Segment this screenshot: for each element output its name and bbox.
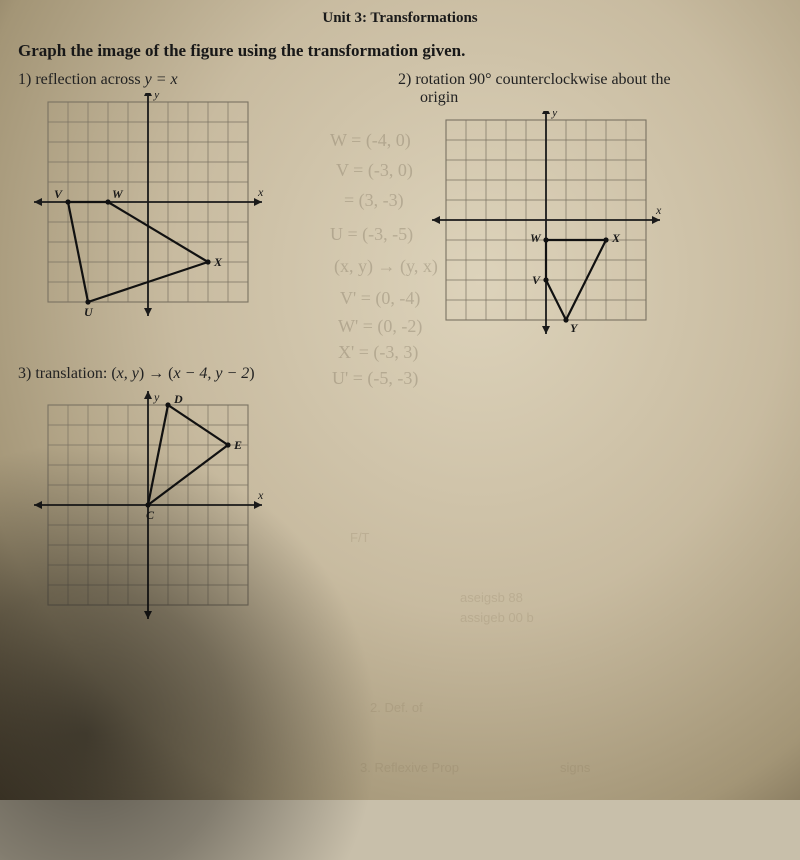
svg-text:E: E — [233, 438, 242, 452]
svg-text:y: y — [153, 93, 160, 101]
instruction: Graph the image of the figure using the … — [18, 41, 800, 61]
svg-text:y: y — [153, 390, 160, 404]
problem-2: 2) rotation 90° counterclockwise about t… — [398, 71, 676, 341]
p2-text-l2: origin — [420, 89, 458, 106]
ghost-text: F/T — [350, 530, 370, 545]
svg-text:D: D — [173, 392, 183, 406]
svg-text:x: x — [257, 185, 264, 199]
svg-text:C: C — [146, 508, 155, 522]
p1-text-b: y = x — [145, 71, 178, 88]
unit-title: Unit 3: Transformations — [0, 0, 800, 27]
problem-1: 1) reflection across y = x x y V W X U — [18, 71, 278, 323]
svg-text:x: x — [655, 203, 662, 217]
svg-text:W: W — [112, 187, 124, 201]
svg-text:X: X — [611, 231, 621, 245]
p3-number: 3) — [18, 365, 31, 382]
svg-text:W: W — [530, 231, 542, 245]
problem-3: 3) translation: (x, y) → (x − 4, y − 2) … — [18, 365, 800, 635]
p1-graph: x y V W X U — [18, 93, 278, 323]
p3-text-a: translation: ( — [35, 365, 116, 382]
svg-text:V: V — [532, 273, 541, 287]
svg-text:U: U — [84, 305, 94, 319]
ghost-text: signs — [560, 760, 590, 775]
ghost-text: aseigsb 88 — [460, 590, 523, 605]
svg-text:y: y — [551, 111, 558, 119]
p2-graph: x y W X Y V — [416, 111, 676, 341]
p2-text-l1: rotation 90° counterclockwise about the — [415, 71, 670, 88]
handwritten-note: X' = (-3, 3) — [338, 342, 418, 363]
p3-graph: x yD E C — [18, 387, 278, 635]
p3-text-d: x − 4, y − 2 — [174, 365, 250, 382]
svg-text:X: X — [213, 255, 223, 269]
svg-text:V: V — [54, 187, 63, 201]
ghost-text: 2. Def. of — [370, 700, 423, 715]
p2-number: 2) — [398, 71, 411, 88]
p3-text-c: ) → ( — [139, 365, 174, 382]
p1-number: 1) — [18, 71, 31, 88]
svg-text:x: x — [257, 488, 264, 502]
ghost-text: 3. Reflexive Prop — [360, 760, 459, 775]
svg-text:Y: Y — [570, 321, 579, 335]
ghost-text: assigeb 00 b — [460, 610, 534, 625]
p3-text-b: x, y — [117, 365, 139, 382]
p1-text-a: reflection across — [35, 71, 144, 88]
